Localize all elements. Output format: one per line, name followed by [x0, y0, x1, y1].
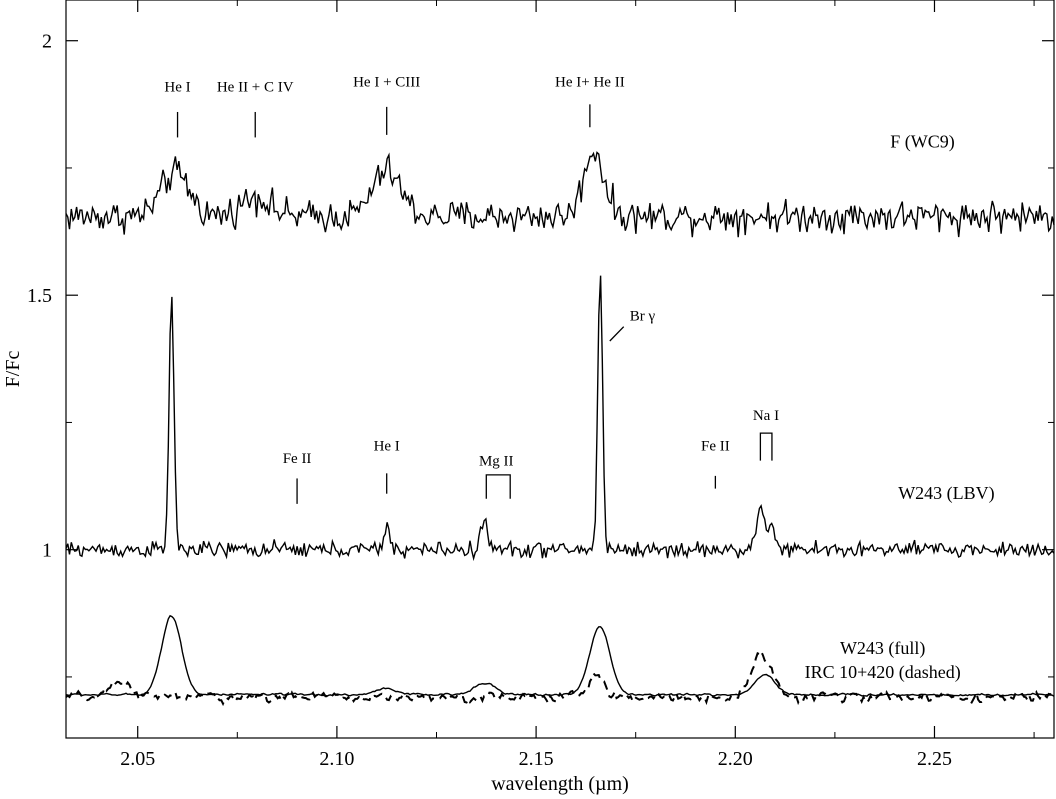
line-id-label: He I + CIII: [353, 75, 420, 91]
line-id-label: Fe II: [701, 438, 730, 454]
line-id-label: Na I: [753, 408, 779, 424]
line-id-label: He I+ He II: [555, 75, 625, 91]
x-tick-label: 2.05: [120, 748, 155, 770]
line-id-label: Fe II: [283, 451, 312, 467]
line-id-bracket: [759, 432, 773, 461]
series-label: IRC 10+420 (dashed): [805, 662, 961, 683]
x-tick-label: 2.10: [319, 748, 354, 770]
x-tick-label: 2.25: [917, 748, 952, 770]
line-id-label: Mg II: [479, 454, 514, 470]
line-id-bracket: [485, 474, 511, 499]
series-label: F (WC9): [890, 132, 955, 153]
x-tick-label: 2.15: [519, 748, 554, 770]
y-tick-label: 2: [42, 31, 52, 53]
axis-ticks: 2.05 2.10 2.15 2.20 2.25 1 1.5 2: [27, 0, 1054, 770]
series-label: W243 (full): [840, 638, 925, 659]
y-tick-label: 1: [42, 540, 52, 562]
spectra-series: F (WC9) W243 (LBV) W243 (full) IRC 10+420 (…: [65, 132, 1055, 707]
y-axis-title: F/Fc: [2, 351, 24, 388]
y-tick-label: 1.5: [27, 285, 52, 307]
x-axis-title: wavelength (µm): [491, 773, 629, 795]
line-id-label: He I: [374, 438, 400, 454]
series-label: W243 (LBV): [898, 483, 994, 504]
plot-frame: [65, 0, 1055, 739]
series-line: [65, 275, 1055, 562]
line-id-label: He II + C IV: [217, 80, 294, 96]
series-line: [65, 649, 1055, 707]
line-id-label: He I: [164, 80, 190, 96]
line-id-label: Br γ: [630, 309, 656, 325]
line-identifications: He I He II + C IV He I + CIII He I+ He II Fe…: [164, 75, 779, 504]
series-line: [65, 151, 1055, 238]
x-tick-label: 2.20: [718, 748, 753, 770]
line-id-slant: [609, 326, 625, 342]
